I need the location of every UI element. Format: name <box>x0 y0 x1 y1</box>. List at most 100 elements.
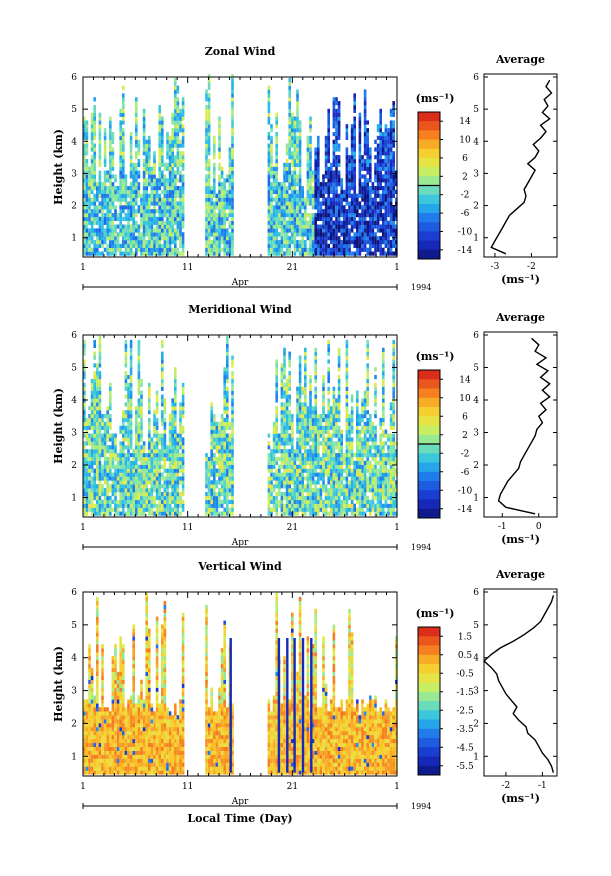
colorbar-band <box>418 471 440 482</box>
profile-xtick-label: -2 <box>527 262 536 272</box>
profile-xtick-label: -1 <box>538 781 547 791</box>
profile-title: Average <box>495 568 545 581</box>
colorbar-band <box>418 407 440 417</box>
colorbar-band <box>418 434 440 445</box>
xtick-label: 1 <box>80 263 86 273</box>
colorbar-band <box>418 747 440 757</box>
colorbar-band <box>418 765 440 776</box>
colorbar-band <box>418 203 440 214</box>
profile-frame <box>483 588 558 777</box>
profile-xtick-label: 0 <box>536 522 542 532</box>
profile-title: Average <box>495 53 545 66</box>
profile-ytick-label: 2 <box>473 719 479 729</box>
xtick-label: 1 <box>80 523 86 533</box>
ytick-label: 5 <box>71 105 77 115</box>
profile-ytick-label: 6 <box>473 588 479 598</box>
colorbar-tick-label: 2 <box>462 172 468 182</box>
colorbar-band <box>418 453 440 463</box>
colorbar-unit: (ms⁻¹) <box>416 607 455 620</box>
colorbar: 1.5 0.5 -0.5 -1.5 -2.5 -3.5 -4.5 -5.5 (ms⁻¹) <box>416 607 474 776</box>
ytick-label: 3 <box>71 687 77 697</box>
colorbar-band <box>418 379 440 389</box>
profile-ytick-label: 4 <box>473 654 479 664</box>
colorbar-band <box>418 130 440 140</box>
colorbar-unit: (ms⁻¹) <box>416 92 455 105</box>
profile-line <box>497 337 551 515</box>
colorbar-band <box>418 462 440 473</box>
y-axis-label: Height (km) <box>52 646 65 722</box>
colorbar-tick-label: -10 <box>458 486 473 496</box>
colorbar-band <box>418 231 440 241</box>
colorbar-band <box>418 194 440 205</box>
colorbar-band <box>418 157 440 168</box>
profile-xtick-label: -1 <box>498 522 507 532</box>
colorbar-band <box>418 490 440 500</box>
profile-line <box>490 79 553 255</box>
colorbar-band <box>418 710 440 720</box>
colorbar-band <box>418 627 440 637</box>
ytick-label: 4 <box>71 137 77 147</box>
profile-xlabel: (ms⁻¹) <box>501 273 540 286</box>
colorbar-tick-label: -14 <box>458 505 473 515</box>
colorbar-band <box>418 664 440 674</box>
profile-ytick-label: 1 <box>473 234 479 244</box>
colorbar-tick-label: 2 <box>462 431 468 441</box>
colorbar-band <box>418 213 440 223</box>
year-label: 1994 <box>411 802 431 811</box>
colorbar-band <box>418 701 440 711</box>
ytick-label: 5 <box>71 621 77 631</box>
profile-frame <box>483 73 558 258</box>
month-label: Apr <box>231 278 249 288</box>
heatmap-cells <box>83 593 398 775</box>
ytick-label: 3 <box>71 169 77 179</box>
colorbar-tick-label: 0.5 <box>458 651 473 661</box>
colorbar-band <box>418 370 440 380</box>
colorbar-tick-label: -1.5 <box>456 688 474 698</box>
colorbar-tick-label: -2.5 <box>456 706 474 716</box>
profile-ytick-label: 1 <box>473 752 479 762</box>
panel-title: Vertical Wind <box>197 560 282 573</box>
heatmap-cells <box>83 74 398 256</box>
colorbar-band <box>418 481 440 491</box>
ytick-label: 1 <box>71 234 77 244</box>
month-label: Apr <box>231 538 249 548</box>
colorbar-tick-label: -3.5 <box>456 725 474 735</box>
profile-ytick-label: 6 <box>473 331 479 341</box>
ytick-label: 4 <box>71 396 77 406</box>
colorbar-band <box>418 176 440 186</box>
colorbar-band <box>418 388 440 399</box>
ytick-label: 2 <box>71 461 77 471</box>
ytick-label: 4 <box>71 654 77 664</box>
colorbar-tick-label: -14 <box>458 246 473 256</box>
xtick-label: 1 <box>394 263 400 273</box>
heatmap-cells <box>83 336 398 516</box>
colorbar-band <box>418 222 440 232</box>
average-profile: Average 1 2 3 4 5 6 -2 -1(ms⁻¹) <box>473 568 558 805</box>
colorbar-band <box>418 645 440 656</box>
profile-ytick-label: 2 <box>473 461 479 471</box>
average-profile: Average 1 2 3 4 5 6 -3 -2(ms⁻¹) <box>473 53 558 286</box>
colorbar-band <box>418 249 440 260</box>
colorbar-band <box>418 425 440 436</box>
profile-xlabel: (ms⁻¹) <box>501 792 540 805</box>
colorbar-band <box>418 416 440 426</box>
colorbar-tick-label: 14 <box>459 117 471 127</box>
year-label: 1994 <box>411 543 431 552</box>
profile-ytick-label: 1 <box>473 494 479 504</box>
colorbar-band <box>418 673 440 683</box>
colorbar-tick-label: -4.5 <box>456 743 474 753</box>
colorbar-band <box>418 167 440 177</box>
colorbar-band <box>418 240 440 251</box>
month-label: Apr <box>231 797 249 807</box>
colorbar-tick-label: -2 <box>461 449 470 459</box>
profile-ytick-label: 2 <box>473 202 479 212</box>
colorbar-tick-label: -0.5 <box>456 669 474 679</box>
y-axis-label: Height (km) <box>52 388 65 464</box>
profile-ytick-label: 6 <box>473 73 479 83</box>
ytick-label: 1 <box>71 494 77 504</box>
xtick-label: 1 <box>394 782 400 792</box>
colorbar-band <box>418 139 440 150</box>
colorbar-band <box>418 112 440 122</box>
